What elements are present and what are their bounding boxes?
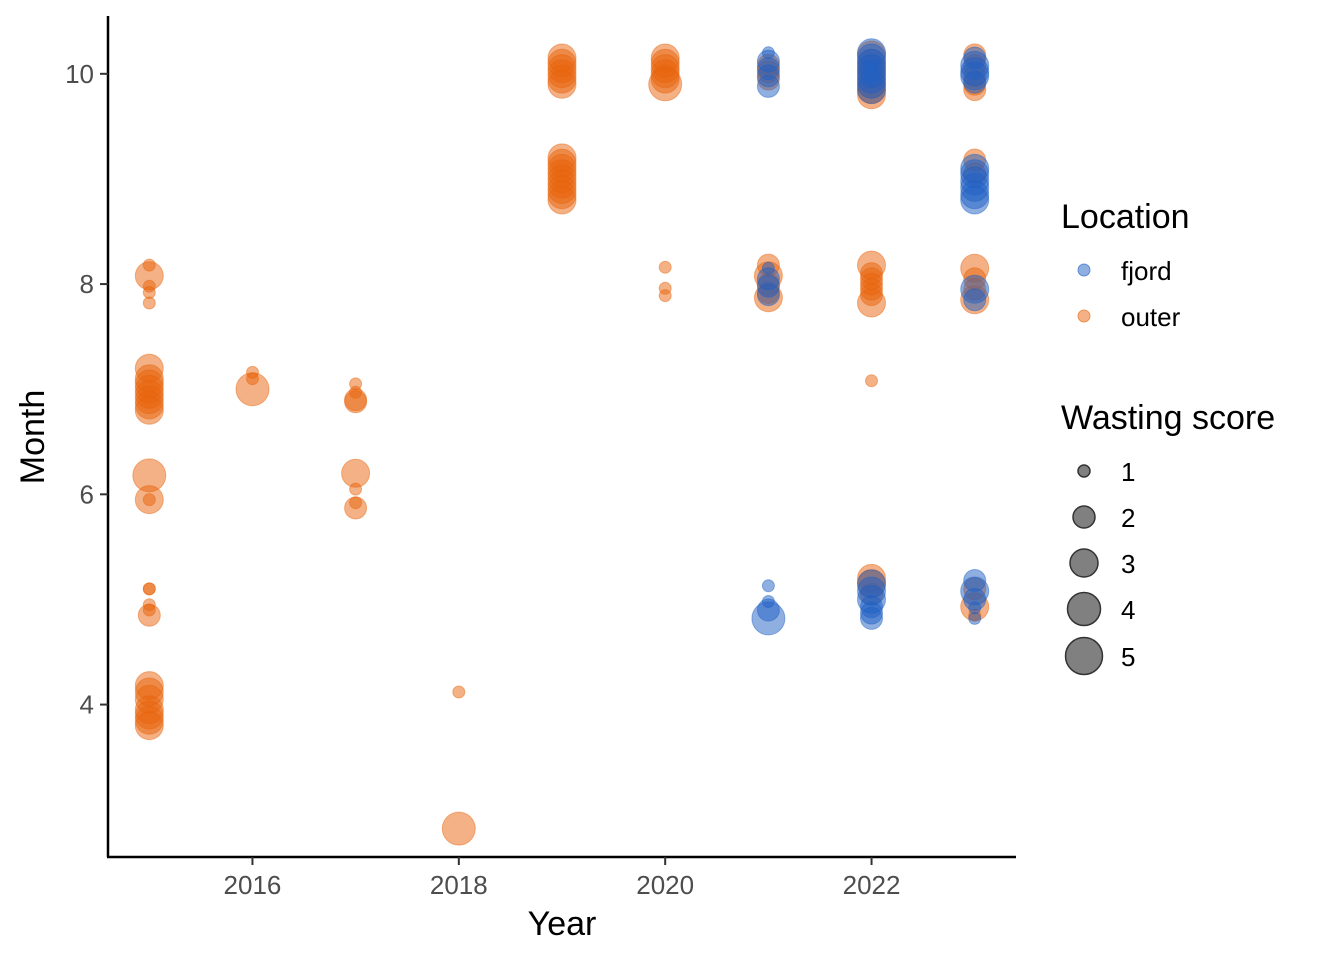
legend-size-4 (1066, 591, 1102, 627)
legend-size-label-1: 1 (1121, 457, 1135, 487)
point-outer-62 (658, 260, 672, 274)
point-outer-87 (857, 288, 886, 318)
legend-size-5 (1064, 636, 1104, 676)
point-outer-61 (648, 67, 683, 102)
legend-label-outer: outer (1121, 302, 1181, 332)
legend-title-location: Location (1061, 198, 1190, 236)
x-tick-label-2018: 2018 (430, 870, 488, 900)
point-fjord-26 (860, 606, 883, 630)
x-tick-label-2016: 2016 (224, 870, 282, 900)
legend-swatch-fjord (1077, 263, 1091, 277)
point-outer-88 (865, 374, 878, 388)
legend-size-2 (1072, 505, 1096, 529)
point-outer-12 (134, 395, 164, 425)
legend-size-label-3: 3 (1121, 549, 1135, 579)
y-tick-label-10: 10 (65, 59, 94, 89)
legend-size-1 (1077, 464, 1091, 478)
y-tick-label-4: 4 (80, 690, 94, 720)
point-outer-55 (547, 185, 577, 215)
point-outer-17 (142, 582, 156, 596)
legend-size-label-2: 2 (1121, 503, 1135, 533)
point-fjord-4 (756, 74, 780, 98)
point-outer-46 (547, 69, 577, 99)
point-fjord-37 (960, 185, 990, 215)
point-outer-4 (142, 296, 156, 310)
data-points (132, 38, 990, 846)
y-tick-label-6: 6 (80, 479, 94, 509)
point-fjord-39 (963, 288, 987, 312)
point-fjord-20 (857, 75, 886, 105)
legend-title-wasting-score: Wasting score (1061, 399, 1275, 437)
point-outer-27 (134, 711, 164, 741)
legend-size-label-4: 4 (1121, 595, 1135, 625)
x-axis-ticks: 2016 2018 2020 2022 (224, 857, 901, 900)
point-fjord-9 (761, 579, 775, 593)
y-axis-title: Month (14, 390, 52, 485)
point-outer-40 (441, 811, 476, 846)
point-outer-64 (658, 289, 672, 303)
point-fjord-12 (751, 601, 786, 636)
point-outer-34 (344, 390, 368, 414)
point-outer-39 (452, 685, 466, 699)
legend: Location fjord outer Wasting score 1 2 3… (1061, 198, 1275, 676)
legend-size-label-5: 5 (1121, 642, 1135, 672)
legend-label-fjord: fjord (1121, 256, 1172, 286)
point-outer-20 (137, 603, 161, 627)
point-outer-30 (235, 372, 270, 407)
y-axis-ticks: 4 6 8 10 (65, 59, 108, 720)
point-fjord-8 (756, 283, 780, 307)
point-fjord-44 (968, 611, 982, 625)
point-outer-36 (349, 482, 363, 496)
point-outer-15 (142, 493, 156, 507)
legend-size-3 (1069, 548, 1099, 578)
point-outer-38 (344, 496, 368, 520)
x-tick-label-2022: 2022 (843, 870, 901, 900)
point-fjord-31 (963, 70, 987, 94)
x-axis-title: Year (528, 905, 597, 943)
x-tick-label-2020: 2020 (636, 870, 694, 900)
legend-swatch-outer (1077, 309, 1091, 323)
y-tick-label-8: 8 (80, 269, 94, 299)
